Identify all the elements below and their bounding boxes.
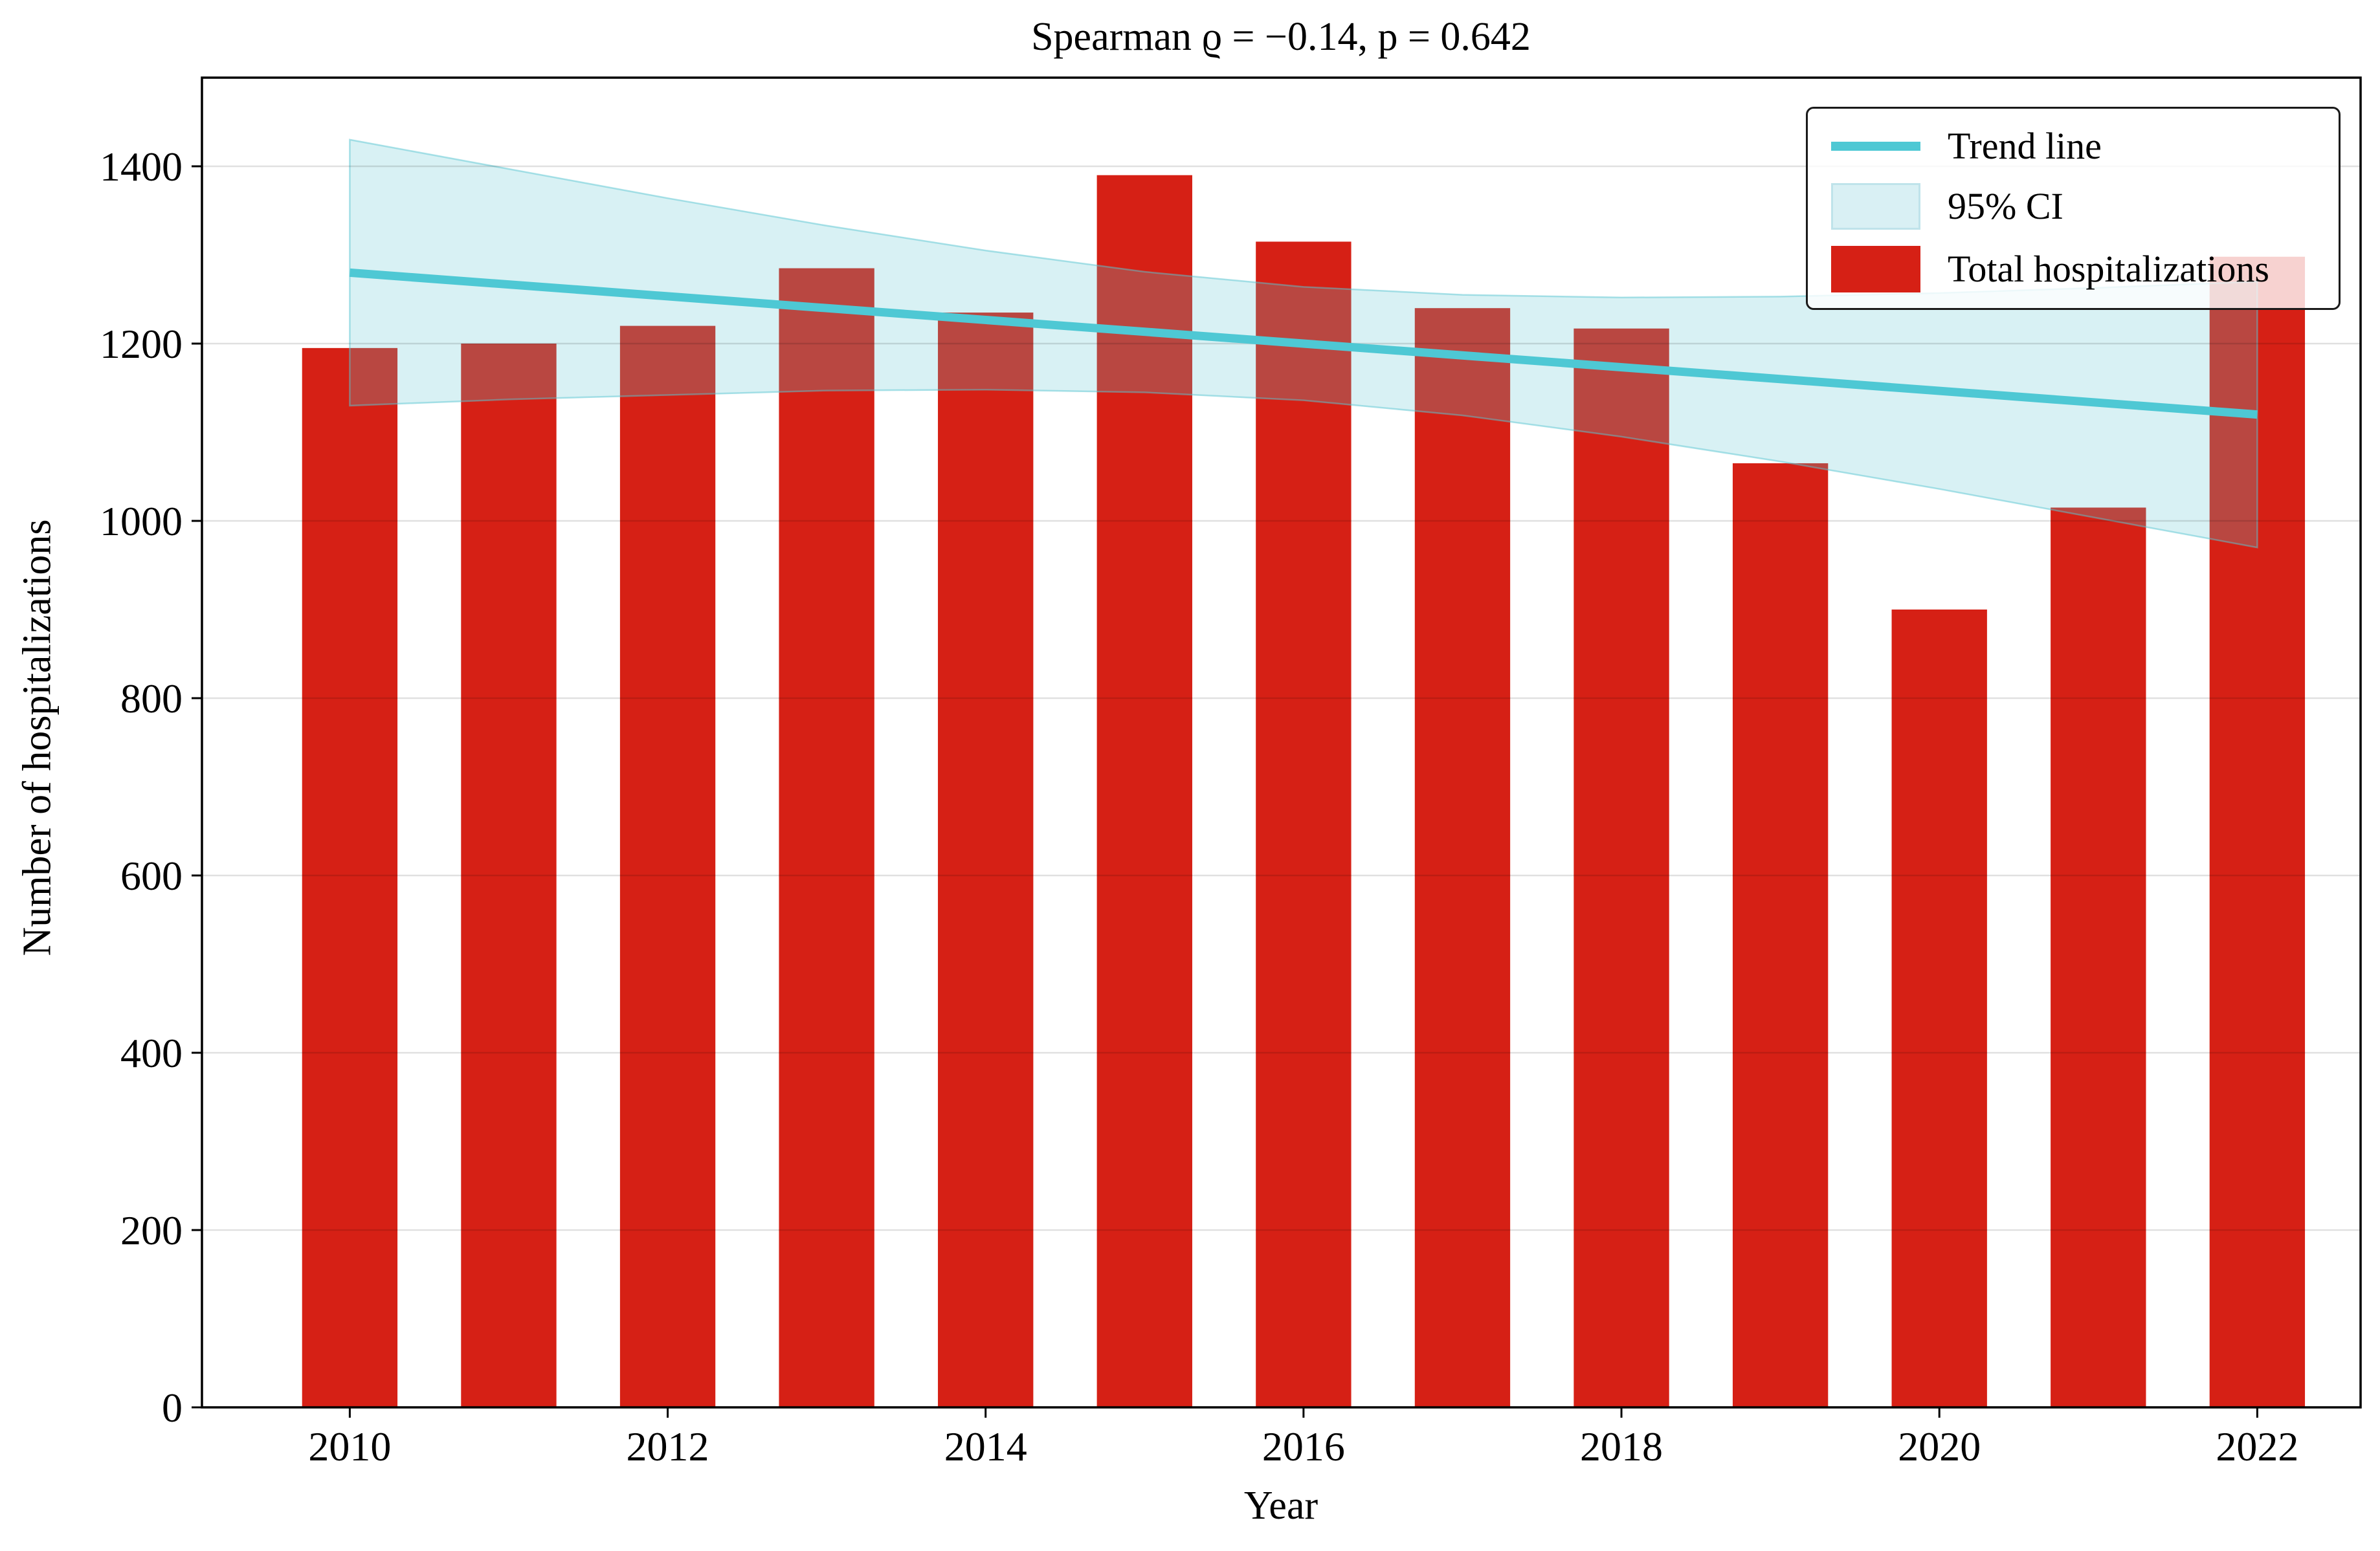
bar-2011	[461, 344, 557, 1407]
bar-2016	[1256, 241, 1351, 1408]
legend-item-total-hospitalizations: Total hospitalizations	[1831, 245, 2319, 292]
bar-2015	[1096, 175, 1192, 1408]
total-hospitalizations-swatch	[1831, 245, 1920, 292]
x-tick-label-2010: 2010	[308, 1424, 391, 1469]
bar-2018	[1574, 328, 1669, 1408]
y-tick-label-1400: 1400	[100, 144, 183, 190]
chart-title: Spearman ϱ = −0.14, p = 0.642	[1031, 15, 1531, 59]
plot-frame	[201, 76, 2362, 1409]
y-tick-label-0: 0	[162, 1385, 183, 1431]
trend-line	[349, 268, 2258, 419]
trend-line-swatch	[1831, 141, 1920, 151]
legend-label-ci: 95% CI	[1948, 184, 2063, 227]
legend: Trend line 95% CI Total hospitalizations	[1806, 107, 2341, 310]
x-tick-label-2020: 2020	[1898, 1424, 1981, 1469]
legend-item-ci: 95% CI	[1831, 182, 2319, 230]
legend-label-total-hospitalizations: Total hospitalizations	[1948, 248, 2269, 291]
bar-2013	[779, 268, 874, 1407]
bar-2010	[302, 347, 398, 1407]
y-tick-label-400: 400	[120, 1030, 183, 1076]
bar-2021	[2051, 507, 2146, 1408]
y-tick-label-1000: 1000	[100, 498, 183, 544]
y-tick-label-1200: 1200	[100, 321, 183, 367]
x-axis-label: Year	[1243, 1484, 1318, 1528]
bar-2012	[619, 325, 716, 1408]
x-tick-label-2018: 2018	[1580, 1424, 1663, 1469]
x-tick-label-2014: 2014	[944, 1424, 1027, 1469]
ci-band-swatch	[1831, 182, 1920, 230]
legend-item-trend-line: Trend line	[1831, 126, 2319, 167]
bar-2014	[938, 313, 1034, 1407]
legend-label-trend-line: Trend line	[1948, 125, 2102, 167]
bar-2020	[1891, 610, 1987, 1407]
bar-2019	[1732, 463, 1829, 1408]
x-tick-label-2022: 2022	[2216, 1424, 2298, 1469]
x-tick-label-2016: 2016	[1262, 1424, 1345, 1469]
y-tick-label-200: 200	[120, 1207, 183, 1253]
y-tick-label-600: 600	[120, 853, 183, 899]
bar-2017	[1414, 308, 1511, 1408]
y-axis-label: Number of hospitalizations	[15, 519, 60, 956]
y-tick-label-800: 800	[120, 676, 183, 721]
x-tick-label-2012: 2012	[627, 1424, 709, 1469]
